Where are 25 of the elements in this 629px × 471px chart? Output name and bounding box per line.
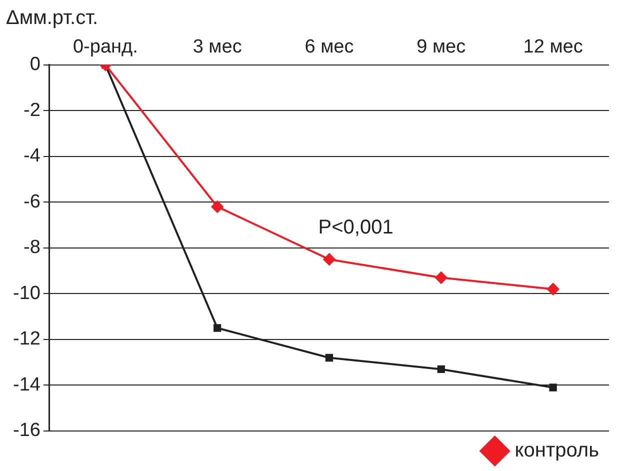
y-tick-label: -2 (24, 100, 40, 121)
point (211, 200, 224, 213)
point (547, 283, 560, 296)
point (323, 253, 336, 266)
legend-label: контроль (514, 440, 600, 462)
point (549, 384, 557, 392)
y-tick-label: 0 (30, 54, 40, 76)
point (435, 272, 448, 284)
y-axis-title: Δмм.рт.ст. (6, 7, 98, 29)
x-tick-label: 12 мес (523, 36, 583, 58)
x-tick-label: 0-ранд. (72, 36, 138, 58)
x-tick-label: 6 мес (304, 36, 354, 58)
y-tick-label: -4 (24, 146, 41, 167)
y-tick-label: -16 (12, 420, 40, 442)
x-tick-label: 3 мес (192, 36, 242, 58)
point (437, 365, 445, 374)
point (325, 354, 334, 362)
point (213, 324, 222, 332)
annotation: P<0,001 (318, 216, 394, 238)
y-tick-label: -10 (12, 282, 40, 304)
y-tick-label: -14 (12, 374, 41, 396)
y-tick-label: -8 (24, 237, 40, 258)
y-tick-label: -12 (12, 328, 40, 350)
y-tick-label: -6 (24, 191, 40, 212)
x-tick-label: 9 мес (416, 36, 466, 58)
